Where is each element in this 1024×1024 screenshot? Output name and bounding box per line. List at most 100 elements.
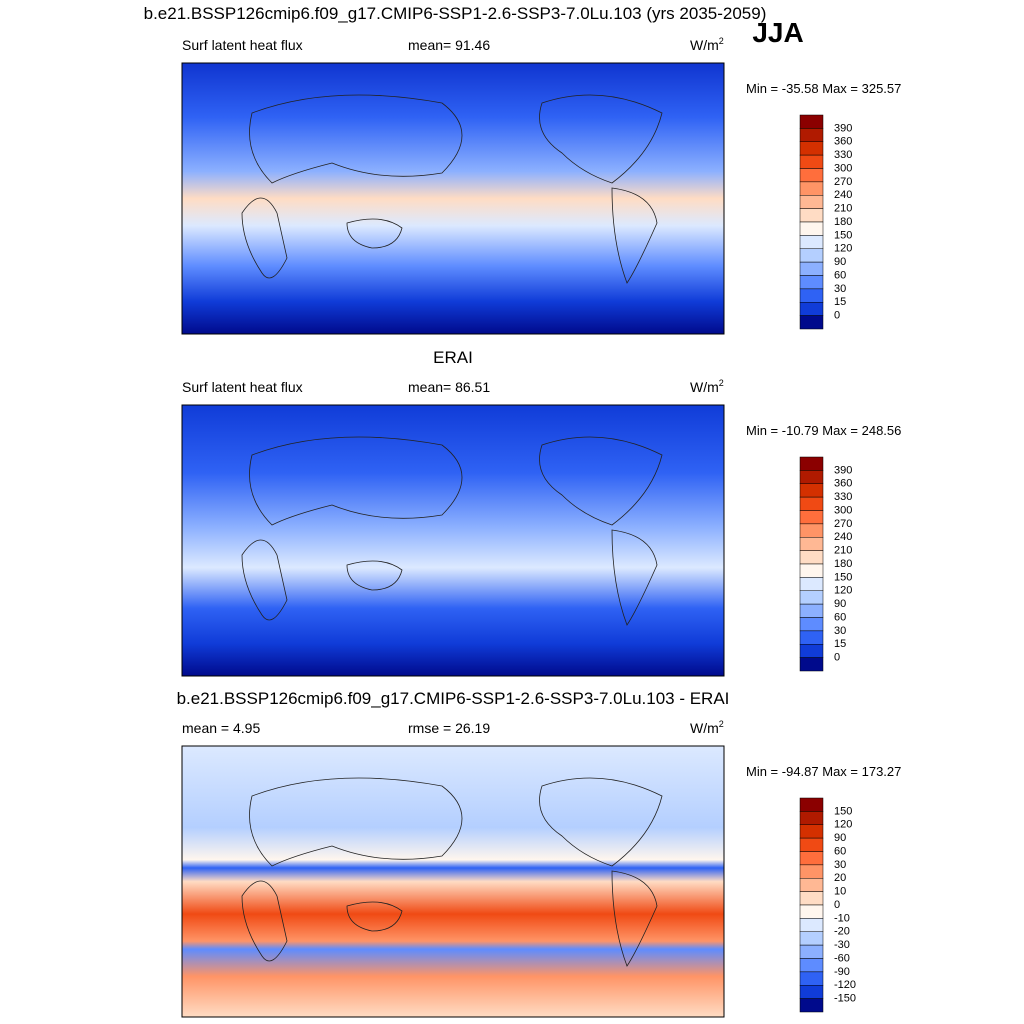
colorbar-label: 270	[834, 518, 852, 530]
colorbar-label: 270	[834, 176, 852, 188]
colorbar-label: 390	[834, 122, 852, 134]
colorbar-label: 30	[834, 859, 846, 871]
min-max-label: Min = -10.79 Max = 248.56	[746, 423, 901, 438]
colorbar-box	[799, 248, 824, 263]
colorbar-label: 60	[834, 611, 846, 623]
colorbar-box	[799, 918, 824, 932]
colorbar-box	[799, 496, 824, 511]
colorbar-box	[799, 195, 824, 209]
min-max-label: Min = -35.58 Max = 325.57	[746, 81, 901, 96]
colorbar-label: 330	[834, 491, 852, 503]
colorbar-box	[799, 483, 824, 498]
colorbar-box	[799, 510, 824, 525]
units: W/m	[690, 379, 719, 395]
colorbar-box	[799, 837, 824, 852]
colorbar-box	[799, 154, 824, 169]
colorbar-box	[799, 603, 824, 618]
units-label: W/m2	[690, 719, 724, 736]
figure-title: b.e21.BSSP126cmip6.f09_g17.CMIP6-SSP1-2.…	[144, 4, 767, 23]
units-label: W/m2	[690, 378, 724, 395]
colorbar-box	[799, 577, 824, 591]
colorbar-box	[799, 563, 824, 578]
colorbar-label: 150	[834, 571, 852, 583]
colorbar-box	[799, 315, 824, 330]
colorbar-label: -150	[834, 993, 856, 1005]
colorbar-box	[799, 208, 824, 223]
colorbar-box	[799, 904, 824, 919]
units: W/m	[690, 37, 719, 53]
colorbar-label: 10	[834, 886, 846, 898]
colorbar-label: 60	[834, 269, 846, 281]
colorbar-box	[799, 931, 824, 946]
colorbar-label: 390	[834, 464, 852, 476]
panel-title: ERAI	[433, 348, 473, 367]
colorbar-box	[799, 168, 824, 183]
colorbar-label: 0	[834, 899, 840, 911]
colorbar-label: 15	[834, 638, 846, 650]
units-label: W/m2	[690, 36, 724, 53]
units: W/m	[690, 720, 719, 736]
colorbar-label: -10	[834, 912, 850, 924]
map-field	[181, 62, 725, 335]
colorbar-box	[799, 141, 824, 156]
colorbar-label: 300	[834, 162, 852, 174]
variable-label: Surf latent heat flux	[182, 37, 303, 53]
colorbar-box	[799, 958, 824, 973]
colorbar-box	[799, 998, 824, 1013]
stat-label: rmse = 26.19	[408, 720, 490, 736]
stat-label: mean= 91.46	[408, 37, 490, 53]
colorbar-label: 240	[834, 189, 852, 201]
colorbar-label: 210	[834, 203, 852, 215]
colorbar-label: 360	[834, 136, 852, 148]
colorbar-label: 0	[834, 652, 840, 664]
colorbar-box	[799, 864, 824, 879]
colorbar-label: 300	[834, 504, 852, 516]
panel-title: b.e21.BSSP126cmip6.f09_g17.CMIP6-SSP1-2.…	[177, 689, 730, 708]
colorbar-box	[799, 824, 824, 839]
colorbar-box	[799, 944, 824, 959]
colorbar-box	[799, 550, 824, 565]
colorbar-label: -20	[834, 926, 850, 938]
colorbar-box	[799, 985, 824, 999]
colorbar-box	[799, 644, 824, 658]
colorbar-label: 120	[834, 585, 852, 597]
colorbar-label: 20	[834, 872, 846, 884]
colorbar-box	[799, 523, 824, 538]
colorbar-label: 90	[834, 598, 846, 610]
colorbar-label: 90	[834, 832, 846, 844]
colorbar-label: 240	[834, 531, 852, 543]
variable-label: mean = 4.95	[182, 720, 260, 736]
colorbar-box	[799, 617, 824, 632]
colorbar-box	[799, 456, 824, 471]
colorbar-label: 0	[834, 310, 840, 322]
min-max-label: Min = -94.87 Max = 173.27	[746, 764, 901, 779]
colorbar-box	[799, 221, 824, 236]
colorbar-label: 90	[834, 256, 846, 268]
colorbar-box	[799, 971, 824, 986]
units-exponent: 2	[719, 378, 724, 388]
colorbar-box	[799, 537, 824, 551]
stat-label: mean= 86.51	[408, 379, 490, 395]
colorbar-label: 15	[834, 296, 846, 308]
colorbar-box	[799, 114, 824, 129]
colorbar-box	[799, 851, 824, 866]
colorbar-label: -60	[834, 952, 850, 964]
colorbar-label: 30	[834, 283, 846, 295]
colorbar-box	[799, 878, 824, 892]
colorbar-box	[799, 288, 824, 303]
colorbar-box	[799, 261, 824, 276]
units-exponent: 2	[719, 719, 724, 729]
colorbar-box	[799, 275, 824, 290]
colorbar-label: -120	[834, 979, 856, 991]
colorbar-box	[799, 797, 824, 812]
colorbar-box	[799, 128, 824, 142]
units-exponent: 2	[719, 36, 724, 46]
colorbar-label: 180	[834, 216, 852, 228]
colorbar-box	[799, 181, 824, 196]
colorbar-box	[799, 630, 824, 645]
colorbar-box	[799, 470, 824, 484]
colorbar-box	[799, 811, 824, 825]
colorbar-label: 210	[834, 545, 852, 557]
colorbar-label: 60	[834, 845, 846, 857]
